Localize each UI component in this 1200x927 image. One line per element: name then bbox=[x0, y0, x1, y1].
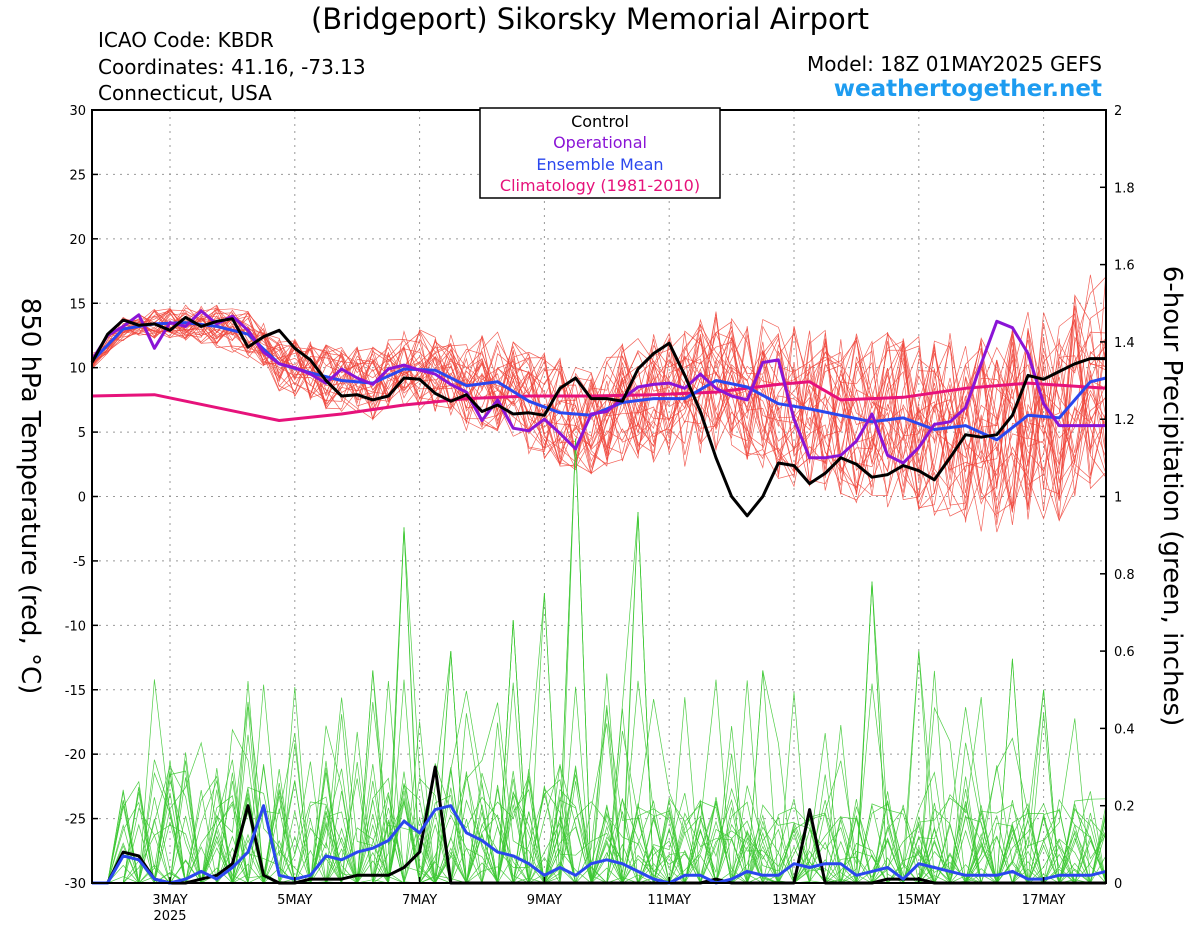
left-tick-label: 25 bbox=[69, 168, 86, 183]
series-ensemble-mean-temp bbox=[90, 321, 1107, 442]
left-tick-label: -15 bbox=[65, 684, 86, 699]
right-tick-label: 1.4 bbox=[1114, 336, 1135, 351]
x-tick-label: 5MAY bbox=[277, 893, 312, 908]
legend-control: Control bbox=[571, 112, 629, 131]
legend-operational: Operational bbox=[553, 133, 647, 152]
x-tick-label: 11MAY bbox=[647, 893, 691, 908]
ensemble-temp-member bbox=[91, 311, 1107, 506]
legend: Control Operational Ensemble Mean Climat… bbox=[479, 107, 721, 199]
ensemble-temp-member bbox=[91, 294, 1107, 523]
left-tick-label: -25 bbox=[65, 813, 86, 828]
series-climatology bbox=[91, 380, 1107, 422]
x-tick-label: 13MAY bbox=[772, 893, 816, 908]
right-tick-label: 0.4 bbox=[1114, 722, 1135, 737]
right-tick-label: 1.8 bbox=[1114, 181, 1135, 196]
legend-climatology: Climatology (1981-2010) bbox=[500, 176, 700, 195]
right-tick-label: 1 bbox=[1114, 491, 1122, 506]
ensemble-temp-member bbox=[91, 305, 1107, 510]
right-tick-label: 0.6 bbox=[1114, 645, 1135, 660]
ensemble-temp-member bbox=[91, 270, 1107, 485]
series-ensemble-mean-precip bbox=[92, 804, 1107, 885]
chart-title: (Bridgeport) Sikorsky Memorial Airport bbox=[310, 2, 870, 36]
left-tick-label: -10 bbox=[65, 619, 86, 634]
right-tick-label: 2 bbox=[1114, 104, 1122, 119]
left-tick-label: 30 bbox=[69, 104, 86, 119]
series-operational bbox=[90, 309, 1106, 465]
ensemble-temp-member bbox=[91, 307, 1107, 490]
x-tick-label: 9MAY bbox=[527, 893, 562, 908]
right-axis-ticks: 2 1.8 1.6 1.4 1.2 1 0.8 0.6 0.4 0.2 0 bbox=[1100, 104, 1135, 892]
ensemble-precip-member bbox=[92, 581, 1107, 885]
left-tick-label: 15 bbox=[69, 297, 86, 312]
coordinates: Coordinates: 41.16, -73.13 bbox=[98, 55, 366, 79]
series-control bbox=[90, 315, 1106, 518]
left-tick-label: 5 bbox=[78, 426, 86, 441]
ensemble-precip-member bbox=[92, 620, 1106, 885]
model-run: Model: 18Z 01MAY2025 GEFS bbox=[807, 52, 1102, 76]
left-tick-label: -5 bbox=[73, 555, 86, 570]
ensemble-temp-member bbox=[91, 274, 1107, 511]
icao-code: ICAO Code: KBDR bbox=[98, 28, 274, 52]
right-tick-label: 0.2 bbox=[1114, 800, 1135, 815]
x-tick-year: 2025 bbox=[153, 909, 186, 924]
legend-ensemble-mean: Ensemble Mean bbox=[536, 155, 663, 174]
x-tick-label: 3MAY bbox=[152, 893, 187, 908]
ensemble-temp-member bbox=[91, 305, 1107, 484]
left-tick-label: 0 bbox=[78, 491, 86, 506]
site-link[interactable]: weathertogether.net bbox=[833, 76, 1102, 102]
right-tick-label: 0.8 bbox=[1114, 568, 1135, 583]
x-tick-label: 15MAY bbox=[897, 893, 941, 908]
ensemble-precip-member bbox=[92, 527, 1107, 885]
right-tick-label: 1.2 bbox=[1114, 413, 1135, 428]
right-tick-label: 1.6 bbox=[1114, 259, 1135, 274]
left-tick-label: 20 bbox=[69, 233, 86, 248]
right-axis-label: 6-hour Precipitation (green, inches) bbox=[1157, 266, 1187, 726]
left-tick-label: -20 bbox=[65, 748, 86, 763]
ensemble-temp-member bbox=[91, 309, 1107, 491]
region: Connecticut, USA bbox=[98, 81, 272, 105]
legend-box bbox=[479, 107, 721, 199]
x-tick-label: 7MAY bbox=[402, 893, 437, 908]
left-axis-label: 850 hPa Temperature (red, °C) bbox=[15, 298, 45, 695]
x-tick-label: 17MAY bbox=[1022, 893, 1066, 908]
left-axis-ticks: 30 25 20 15 10 5 0 -5 -10 -15 -20 -25 -30 bbox=[65, 104, 98, 892]
right-tick-label: 0 bbox=[1114, 877, 1122, 892]
left-tick-label: 10 bbox=[69, 362, 86, 377]
left-tick-label: -30 bbox=[65, 877, 86, 892]
ensemble-temp-member bbox=[91, 296, 1107, 519]
